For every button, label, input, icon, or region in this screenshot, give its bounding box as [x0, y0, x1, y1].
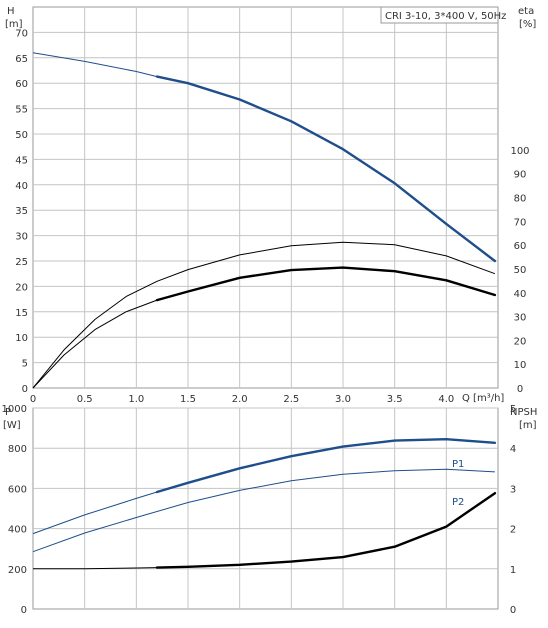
x-tick-label: 0 [30, 394, 36, 405]
eta-tick-label: 50 [514, 265, 527, 276]
eta-axis-unit: [%] [519, 19, 536, 30]
npsh-tick-label: 3 [510, 484, 516, 495]
head-efficiency-grid [33, 7, 498, 388]
x-tick-label: 4.0 [438, 394, 454, 405]
flow-axis-label: Q [m³/h] [462, 393, 504, 404]
head-curve [32, 52, 496, 262]
power-curve-p2 [32, 468, 495, 553]
npsh-curve-duty-range [155, 492, 497, 569]
head-tick-label: 30 [15, 232, 28, 243]
eta-tick-label: 80 [514, 194, 527, 205]
npsh-right-ticks: 0 1 2 3 4 5 [510, 404, 516, 616]
power-left-ticks: 0 200 400 600 800 1000 [2, 404, 27, 616]
head-axis-unit: [m] [5, 19, 23, 30]
chart-title-box [380, 6, 499, 24]
head-left-ticks: 0 5 10 15 20 25 30 35 40 45 50 55 60 65 70 [15, 28, 28, 395]
head-tick-label: 35 [15, 206, 28, 217]
efficiency-curve-lower-duty-range [155, 266, 497, 302]
power-axis-unit: [W] [3, 420, 21, 431]
npsh-tick-label: 5 [510, 404, 516, 415]
head-tick-label: 5 [22, 359, 28, 370]
head-efficiency-curves [32, 52, 497, 389]
power-npsh-curves [32, 438, 497, 570]
head-curve-duty-range [155, 75, 497, 263]
head-tick-label: 10 [15, 333, 28, 344]
efficiency-curve-upper [32, 241, 496, 389]
eta-tick-label: 20 [514, 336, 527, 347]
head-right-ticks: 0 10 20 30 40 50 60 70 80 90 100 [510, 146, 529, 395]
efficiency-curve-lower [32, 267, 496, 389]
npsh-tick-label: 2 [510, 525, 516, 536]
eta-tick-label: 60 [514, 241, 527, 252]
power-tick-label: 800 [8, 444, 27, 455]
power-tick-label: 600 [8, 484, 27, 495]
head-axis-label: H [7, 6, 15, 17]
series-label-p1: P1 [452, 459, 464, 470]
head-tick-label: 45 [15, 155, 28, 166]
x-tick-label: 1.5 [180, 394, 196, 405]
npsh-curve [33, 492, 496, 570]
head-tick-label: 70 [15, 28, 28, 39]
npsh-tick-label: 4 [510, 444, 516, 455]
npsh-tick-label: 0 [510, 605, 516, 616]
eta-tick-label: 30 [514, 313, 527, 324]
eta-tick-label: 70 [514, 217, 527, 228]
power-tick-label: 400 [8, 525, 27, 536]
x-tick-label: 2.5 [283, 394, 299, 405]
head-tick-label: 60 [15, 79, 28, 90]
head-x-ticks: 0 0.5 1.0 1.5 2.0 2.5 3.0 3.5 4.0 [30, 394, 454, 405]
power-tick-label: 0 [21, 605, 27, 616]
head-tick-label: 55 [15, 105, 28, 116]
head-tick-label: 15 [15, 308, 28, 319]
npsh-axis-label: NPSH [510, 407, 537, 418]
series-label-p2: P2 [452, 497, 464, 508]
head-tick-label: 40 [15, 181, 28, 192]
power-tick-label: 1000 [2, 404, 27, 415]
chart-title: CRI 3-10, 3*400 V, 50Hz [385, 11, 506, 22]
head-tick-label: 20 [15, 282, 28, 293]
x-tick-label: 3.0 [335, 394, 351, 405]
eta-tick-label: 40 [514, 289, 527, 300]
eta-tick-label: 90 [514, 170, 527, 181]
power-npsh-grid [33, 407, 498, 609]
eta-tick-label: 100 [510, 146, 529, 157]
npsh-axis-unit: [m] [519, 420, 537, 431]
eta-tick-label: 0 [517, 384, 523, 395]
x-tick-label: 2.0 [232, 394, 248, 405]
head-tick-label: 25 [15, 257, 28, 268]
x-tick-label: 0.5 [77, 394, 93, 405]
power-axis-label: P [5, 407, 11, 418]
head-tick-label: 50 [15, 130, 28, 141]
head-tick-label: 65 [15, 54, 28, 65]
x-tick-label: 1.0 [128, 394, 144, 405]
head-tick-label: 0 [22, 384, 28, 395]
head-efficiency-plot-area [32, 6, 499, 389]
npsh-tick-label: 1 [510, 565, 516, 576]
eta-axis-label: eta [518, 6, 534, 17]
eta-tick-label: 10 [514, 360, 527, 371]
power-curve-p1-duty-range [155, 438, 497, 494]
x-tick-label: 3.5 [387, 394, 403, 405]
power-curve-p1 [32, 438, 495, 535]
power-npsh-plot-area [32, 407, 499, 610]
power-tick-label: 200 [8, 565, 27, 576]
